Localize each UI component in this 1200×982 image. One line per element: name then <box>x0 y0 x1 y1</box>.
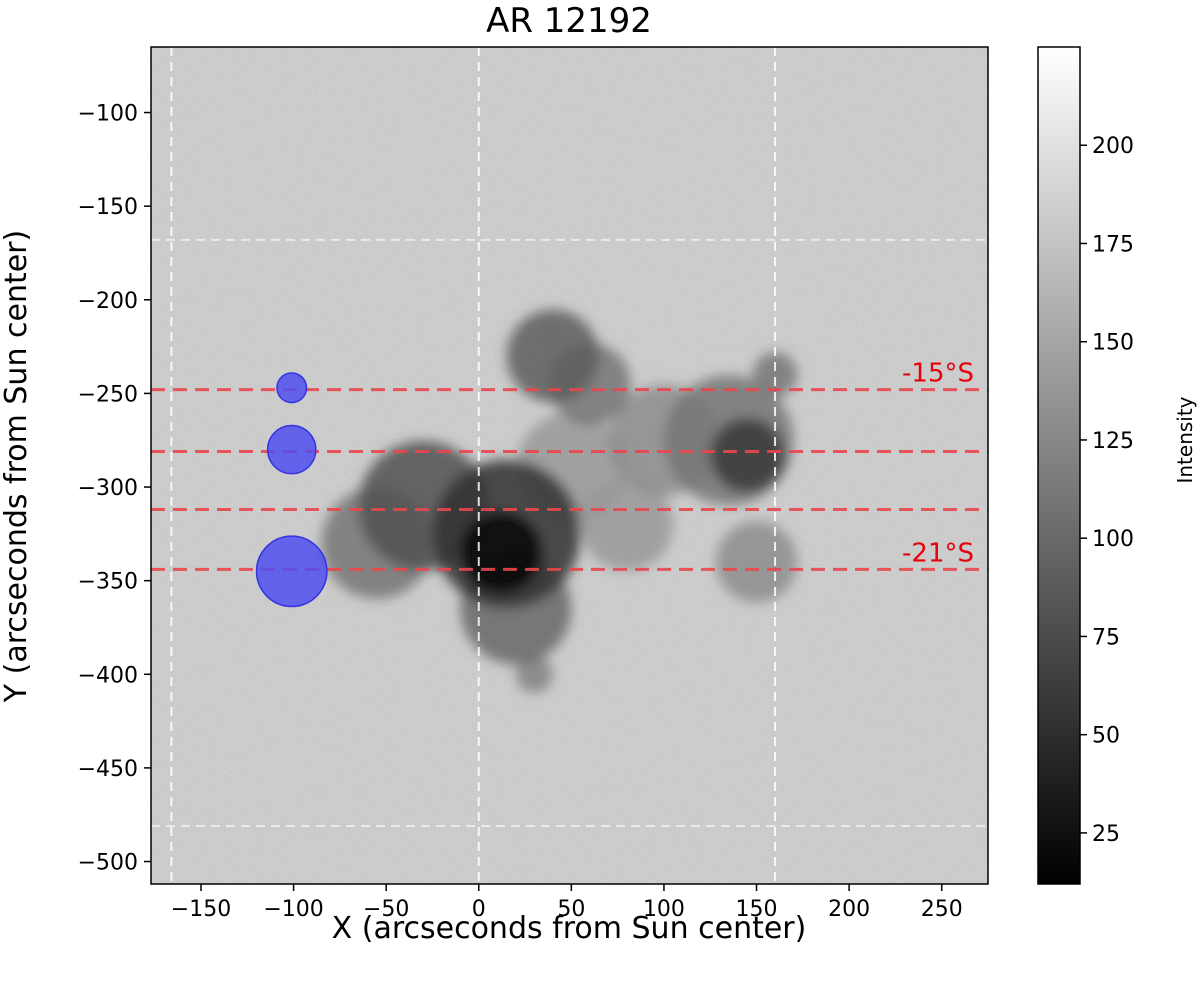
x-tick-label: −150 <box>171 897 231 922</box>
chart-title: AR 12192 <box>486 1 652 41</box>
latitude-label: -21°S <box>902 538 974 568</box>
y-axis-ticks: −100 −150 −200 −250 −300 −350 −400 −450 −500 <box>78 102 151 876</box>
y-tick-label: −300 <box>78 476 138 501</box>
y-tick-label: −350 <box>78 570 138 595</box>
colorbar-ticks: 25 50 75 100 125 150 175 200 <box>1080 134 1134 847</box>
sunspot-region <box>715 521 798 603</box>
marker-point <box>276 372 308 404</box>
x-axis-ticks: −150 −100 −50 0 50 100 150 200 250 <box>171 884 963 922</box>
y-tick-label: −400 <box>78 663 138 688</box>
x-tick-label: 0 <box>472 897 486 922</box>
colorbar-tick-label: 25 <box>1092 822 1120 847</box>
x-tick-label: −50 <box>363 897 409 922</box>
sunspot-region <box>752 352 798 397</box>
y-tick-label: −500 <box>78 851 138 876</box>
marker-point <box>255 535 328 608</box>
colorbar-tick-label: 200 <box>1092 134 1134 159</box>
latitude-labels: -15°S -21°S <box>902 359 974 569</box>
x-tick-label: 250 <box>921 897 963 922</box>
x-tick-label: 150 <box>736 897 778 922</box>
x-tick-label: 200 <box>828 897 870 922</box>
colorbar <box>1037 46 1081 885</box>
colorbar-label: Intensity <box>1173 396 1197 483</box>
x-tick-label: −100 <box>263 897 323 922</box>
marker-layer <box>255 372 328 608</box>
x-tick-label: 100 <box>643 897 685 922</box>
colorbar-tick-label: 125 <box>1092 429 1134 454</box>
plot-frame <box>150 46 989 885</box>
colorbar-tick-label: 175 <box>1092 232 1134 257</box>
y-axis-title: Y (arcseconds from Sun center) <box>0 230 34 703</box>
x-axis-title: X (arcseconds from Sun center) <box>332 911 807 946</box>
latitude-label: -15°S <box>902 359 974 389</box>
y-tick-label: −100 <box>78 102 138 127</box>
y-tick-label: −450 <box>78 757 138 782</box>
colorbar-tick-label: 100 <box>1092 527 1134 552</box>
sunspot-region <box>710 418 785 493</box>
y-tick-label: −150 <box>78 195 138 220</box>
plot-area <box>151 47 988 884</box>
sunspot-region <box>580 478 674 571</box>
colorbar-tick-label: 50 <box>1092 724 1120 749</box>
sunspot-region <box>460 511 542 594</box>
sunspot-region <box>515 655 553 693</box>
coordinate-grid <box>151 47 988 884</box>
y-tick-label: −200 <box>78 289 138 314</box>
colorbar-tick-label: 75 <box>1092 625 1120 650</box>
colorbar-tick-label: 150 <box>1092 331 1134 356</box>
marker-point <box>266 424 317 475</box>
sunspot-region <box>506 309 600 403</box>
y-tick-label: −250 <box>78 382 138 407</box>
x-tick-label: 50 <box>557 897 585 922</box>
